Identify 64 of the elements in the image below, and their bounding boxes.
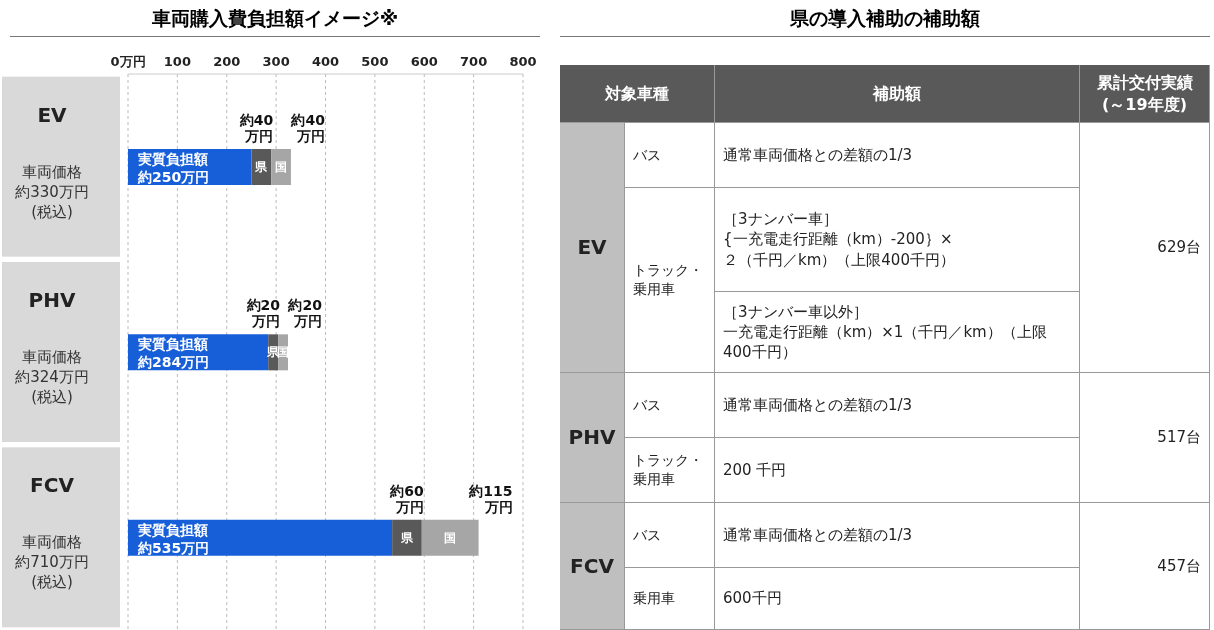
text: 200 千円	[715, 438, 1080, 503]
text: トラック・乗用車	[625, 188, 715, 373]
text: バス	[625, 373, 715, 438]
x-tick-label: 300	[262, 54, 290, 69]
text: EV	[560, 123, 625, 373]
text: バス	[625, 123, 715, 188]
text: 県	[255, 160, 268, 174]
text: FCV	[560, 503, 625, 630]
series-label: 実質負担額	[138, 151, 208, 167]
text: (税込)	[31, 388, 73, 406]
text: 457台	[1080, 503, 1210, 630]
annotation: 約40万円	[290, 112, 326, 144]
x-tick-label: 700	[460, 54, 488, 69]
text: 乗用車	[625, 568, 715, 630]
text: 一充電走行距離（km）×1（千円／km）（上限400千円）	[715, 322, 1080, 373]
text: ［3ナンバー車］ {一充電走行距離（km）-200｝× ２（千円／km）（上限400千円）	[715, 188, 1080, 292]
bar	[421, 519, 479, 556]
annotation: 約60万円	[389, 482, 425, 515]
data-label: 約250万円	[137, 169, 210, 185]
text: 県の導入補助の補助額	[560, 6, 1210, 37]
text: 実質負担額	[138, 521, 208, 538]
text: (税込)	[31, 573, 73, 592]
bar	[392, 519, 422, 556]
text: 対象車種	[560, 65, 715, 123]
annotation: 約20万円	[245, 297, 281, 330]
text: 実質負担額	[138, 336, 208, 353]
text: 通常車両価格との差額の1/3	[715, 503, 1080, 568]
text: 約330万円	[15, 182, 89, 201]
y-tick-label: PHV	[28, 288, 76, 312]
text: 累計交付実績 (～19年度)	[1080, 65, 1210, 123]
text: 車両価格	[22, 348, 82, 366]
annotation: 約20万円	[287, 297, 323, 330]
text: 通常車両価格との差額の1/3	[715, 373, 1080, 438]
text: 国	[275, 160, 288, 174]
x-tick-label: 800	[509, 54, 537, 69]
annotation: 約40万円	[238, 112, 274, 144]
chart-title: 車両購入費負担額イメージ※	[10, 6, 540, 37]
text: ［3ナンバー車以外］	[715, 292, 1080, 322]
x-tick-label: 400	[311, 54, 340, 69]
text: 県	[400, 530, 413, 545]
text: 約324万円	[15, 368, 89, 386]
text: トラック・乗用車	[625, 438, 715, 503]
text: 629台	[1080, 123, 1210, 373]
text: 517台	[1080, 373, 1210, 503]
text: PHV	[560, 373, 625, 503]
data-label: 約535万円	[137, 539, 210, 556]
text: 通常車両価格との差額の1/3	[715, 123, 1080, 188]
text: 車両価格	[22, 162, 82, 181]
x-tick-label: 0万円	[110, 54, 146, 69]
y-tick-label: EV	[37, 102, 68, 127]
y-tick-label: FCV	[30, 473, 75, 498]
text: 車両価格	[22, 533, 82, 552]
text: 国	[444, 530, 457, 545]
x-tick-label: 500	[361, 54, 389, 69]
text: バス	[625, 503, 715, 568]
text: 約710万円	[15, 553, 89, 572]
data-label: 約284万円	[137, 354, 210, 371]
x-tick-label: 600	[410, 54, 438, 69]
x-tick-label: 100	[163, 54, 191, 69]
text: (税込)	[31, 202, 73, 221]
x-tick-label: 200	[213, 54, 241, 69]
annotation: 約115万円	[468, 482, 513, 515]
text: 補助額	[715, 65, 1080, 123]
text: 600千円	[715, 568, 1080, 630]
